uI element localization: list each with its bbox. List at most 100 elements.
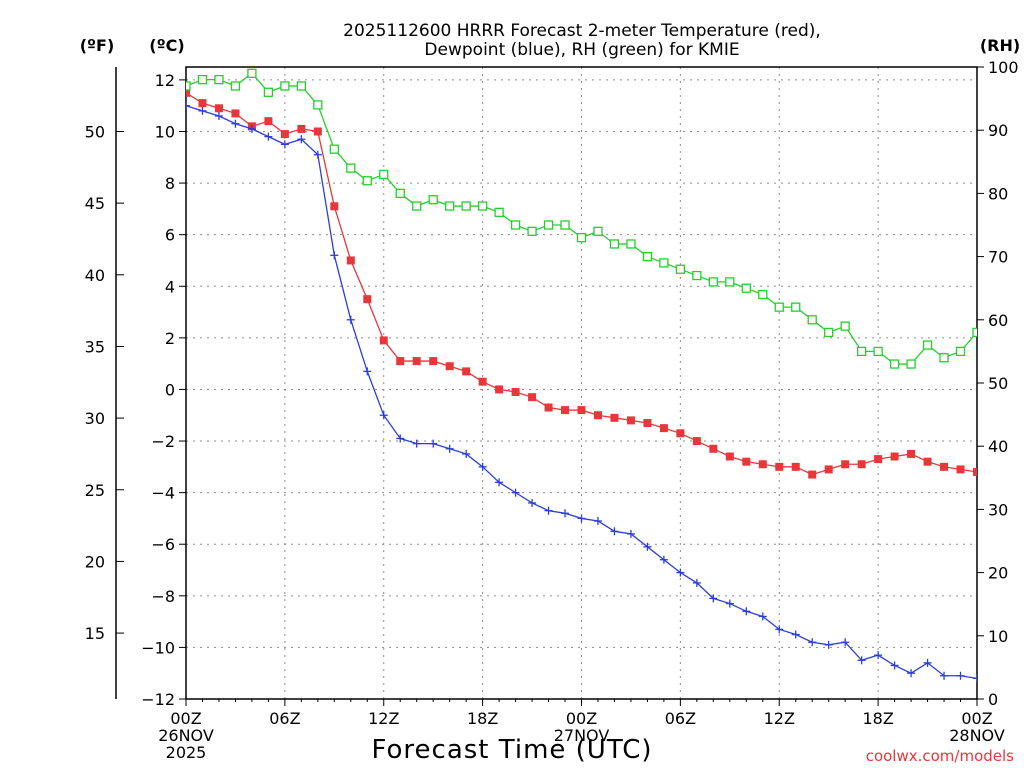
x-axis-title: Forecast Time (UTC): [371, 735, 652, 765]
data-point: [758, 289, 768, 300]
y-celsius-tick-label: 6: [165, 226, 175, 245]
data-point: [940, 462, 949, 471]
data-point: [955, 346, 966, 357]
data-point: [346, 163, 356, 173]
data-point: [857, 460, 866, 469]
plot-frame: [185, 66, 978, 700]
x-tick-label: 18Z: [467, 709, 498, 728]
y-fahrenheit-tick-label: 30: [85, 409, 105, 428]
y-celsius-tick-label: 8: [165, 174, 175, 193]
data-point: [791, 462, 800, 471]
data-point: [561, 406, 570, 415]
data-point: [840, 321, 850, 331]
data-point: [363, 295, 372, 304]
gridlines: [186, 67, 977, 699]
data-point: [527, 226, 537, 236]
data-point: [939, 353, 949, 363]
y-fahrenheit-tick-label: 50: [85, 122, 105, 141]
tick-labels: 121086420−2−4−6−8−10−1250454035302520151…: [85, 58, 1019, 762]
data-point: [857, 656, 866, 665]
data-point: [889, 359, 900, 369]
data-point: [247, 124, 256, 133]
data-point: [561, 509, 570, 518]
data-point: [643, 418, 652, 427]
data-point: [478, 462, 487, 471]
data-point: [758, 612, 767, 621]
data-point: [709, 594, 718, 603]
data-point: [610, 413, 619, 422]
y-rh-tick-label: 40: [988, 437, 1008, 456]
data-point: [346, 315, 355, 324]
rh-axis-label: (RH): [980, 36, 1020, 55]
data-point: [923, 658, 932, 667]
data-point: [544, 506, 553, 515]
data-point: [214, 74, 224, 85]
y-celsius-tick-label: 2: [165, 329, 175, 348]
x-tick-label: 00Z: [170, 709, 201, 728]
data-point: [280, 140, 289, 149]
data-point: [478, 377, 487, 386]
y-celsius-tick-label: 12: [155, 71, 175, 90]
data-point: [907, 449, 916, 458]
credit-text[interactable]: coolwx.com/models: [866, 747, 1014, 765]
y-rh-tick-label: 30: [988, 500, 1008, 519]
data-point: [610, 527, 619, 536]
data-point: [543, 220, 554, 230]
x-tick-label: 28NOV: [949, 726, 1005, 745]
data-point: [973, 467, 977, 476]
data-point: [297, 124, 306, 133]
data-point: [856, 346, 867, 357]
data-point: [775, 462, 784, 471]
data-point: [725, 277, 735, 287]
data-point: [609, 239, 620, 249]
data-point: [186, 101, 190, 110]
data-point: [841, 460, 850, 469]
data-point: [626, 529, 635, 538]
data-point: [907, 669, 916, 678]
data-point: [231, 109, 240, 118]
series-dewpoint: [186, 101, 977, 683]
y-celsius-tick-label: 4: [165, 277, 175, 296]
data-point: [511, 388, 520, 397]
chart-title-line2: Dewpoint (blue), RH (green) for KMIE: [424, 40, 739, 60]
data-point: [709, 444, 718, 453]
data-point: [280, 130, 289, 139]
y-rh-tick-label: 50: [988, 374, 1008, 393]
x-tick-label: 06Z: [665, 709, 696, 728]
data-point: [362, 176, 372, 186]
data-point: [922, 340, 933, 350]
data-point: [214, 104, 223, 113]
data-point: [576, 232, 587, 243]
data-point: [231, 119, 240, 128]
y-fahrenheit-tick-label: 20: [85, 552, 105, 571]
data-point: [528, 393, 537, 402]
data-point: [626, 239, 636, 249]
data-point: [264, 117, 273, 126]
y-celsius-tick-label: −6: [151, 535, 175, 554]
chart-title: 2025112600 HRRR Forecast 2-meter Tempera…: [343, 21, 821, 41]
data-point: [560, 220, 570, 230]
data-point: [263, 87, 274, 97]
data-point: [461, 201, 471, 211]
data-point: [692, 578, 701, 587]
data-point: [874, 455, 883, 464]
x-tick-label: 00Z: [961, 709, 992, 728]
y-rh-tick-label: 80: [988, 184, 1008, 203]
data-point: [593, 411, 602, 420]
data-point: [445, 444, 454, 453]
data-point: [742, 457, 751, 466]
data-point: [379, 169, 389, 180]
data-point: [230, 81, 241, 91]
data-point: [313, 127, 322, 136]
data-point: [412, 201, 422, 211]
data-point: [264, 132, 273, 141]
data-point: [396, 357, 405, 366]
data-point: [477, 201, 488, 211]
data-point: [742, 607, 751, 616]
data-point: [708, 277, 718, 287]
data-point: [741, 283, 751, 293]
data-point: [346, 256, 355, 265]
y-celsius-tick-label: 10: [155, 122, 175, 141]
data-point: [511, 488, 520, 497]
